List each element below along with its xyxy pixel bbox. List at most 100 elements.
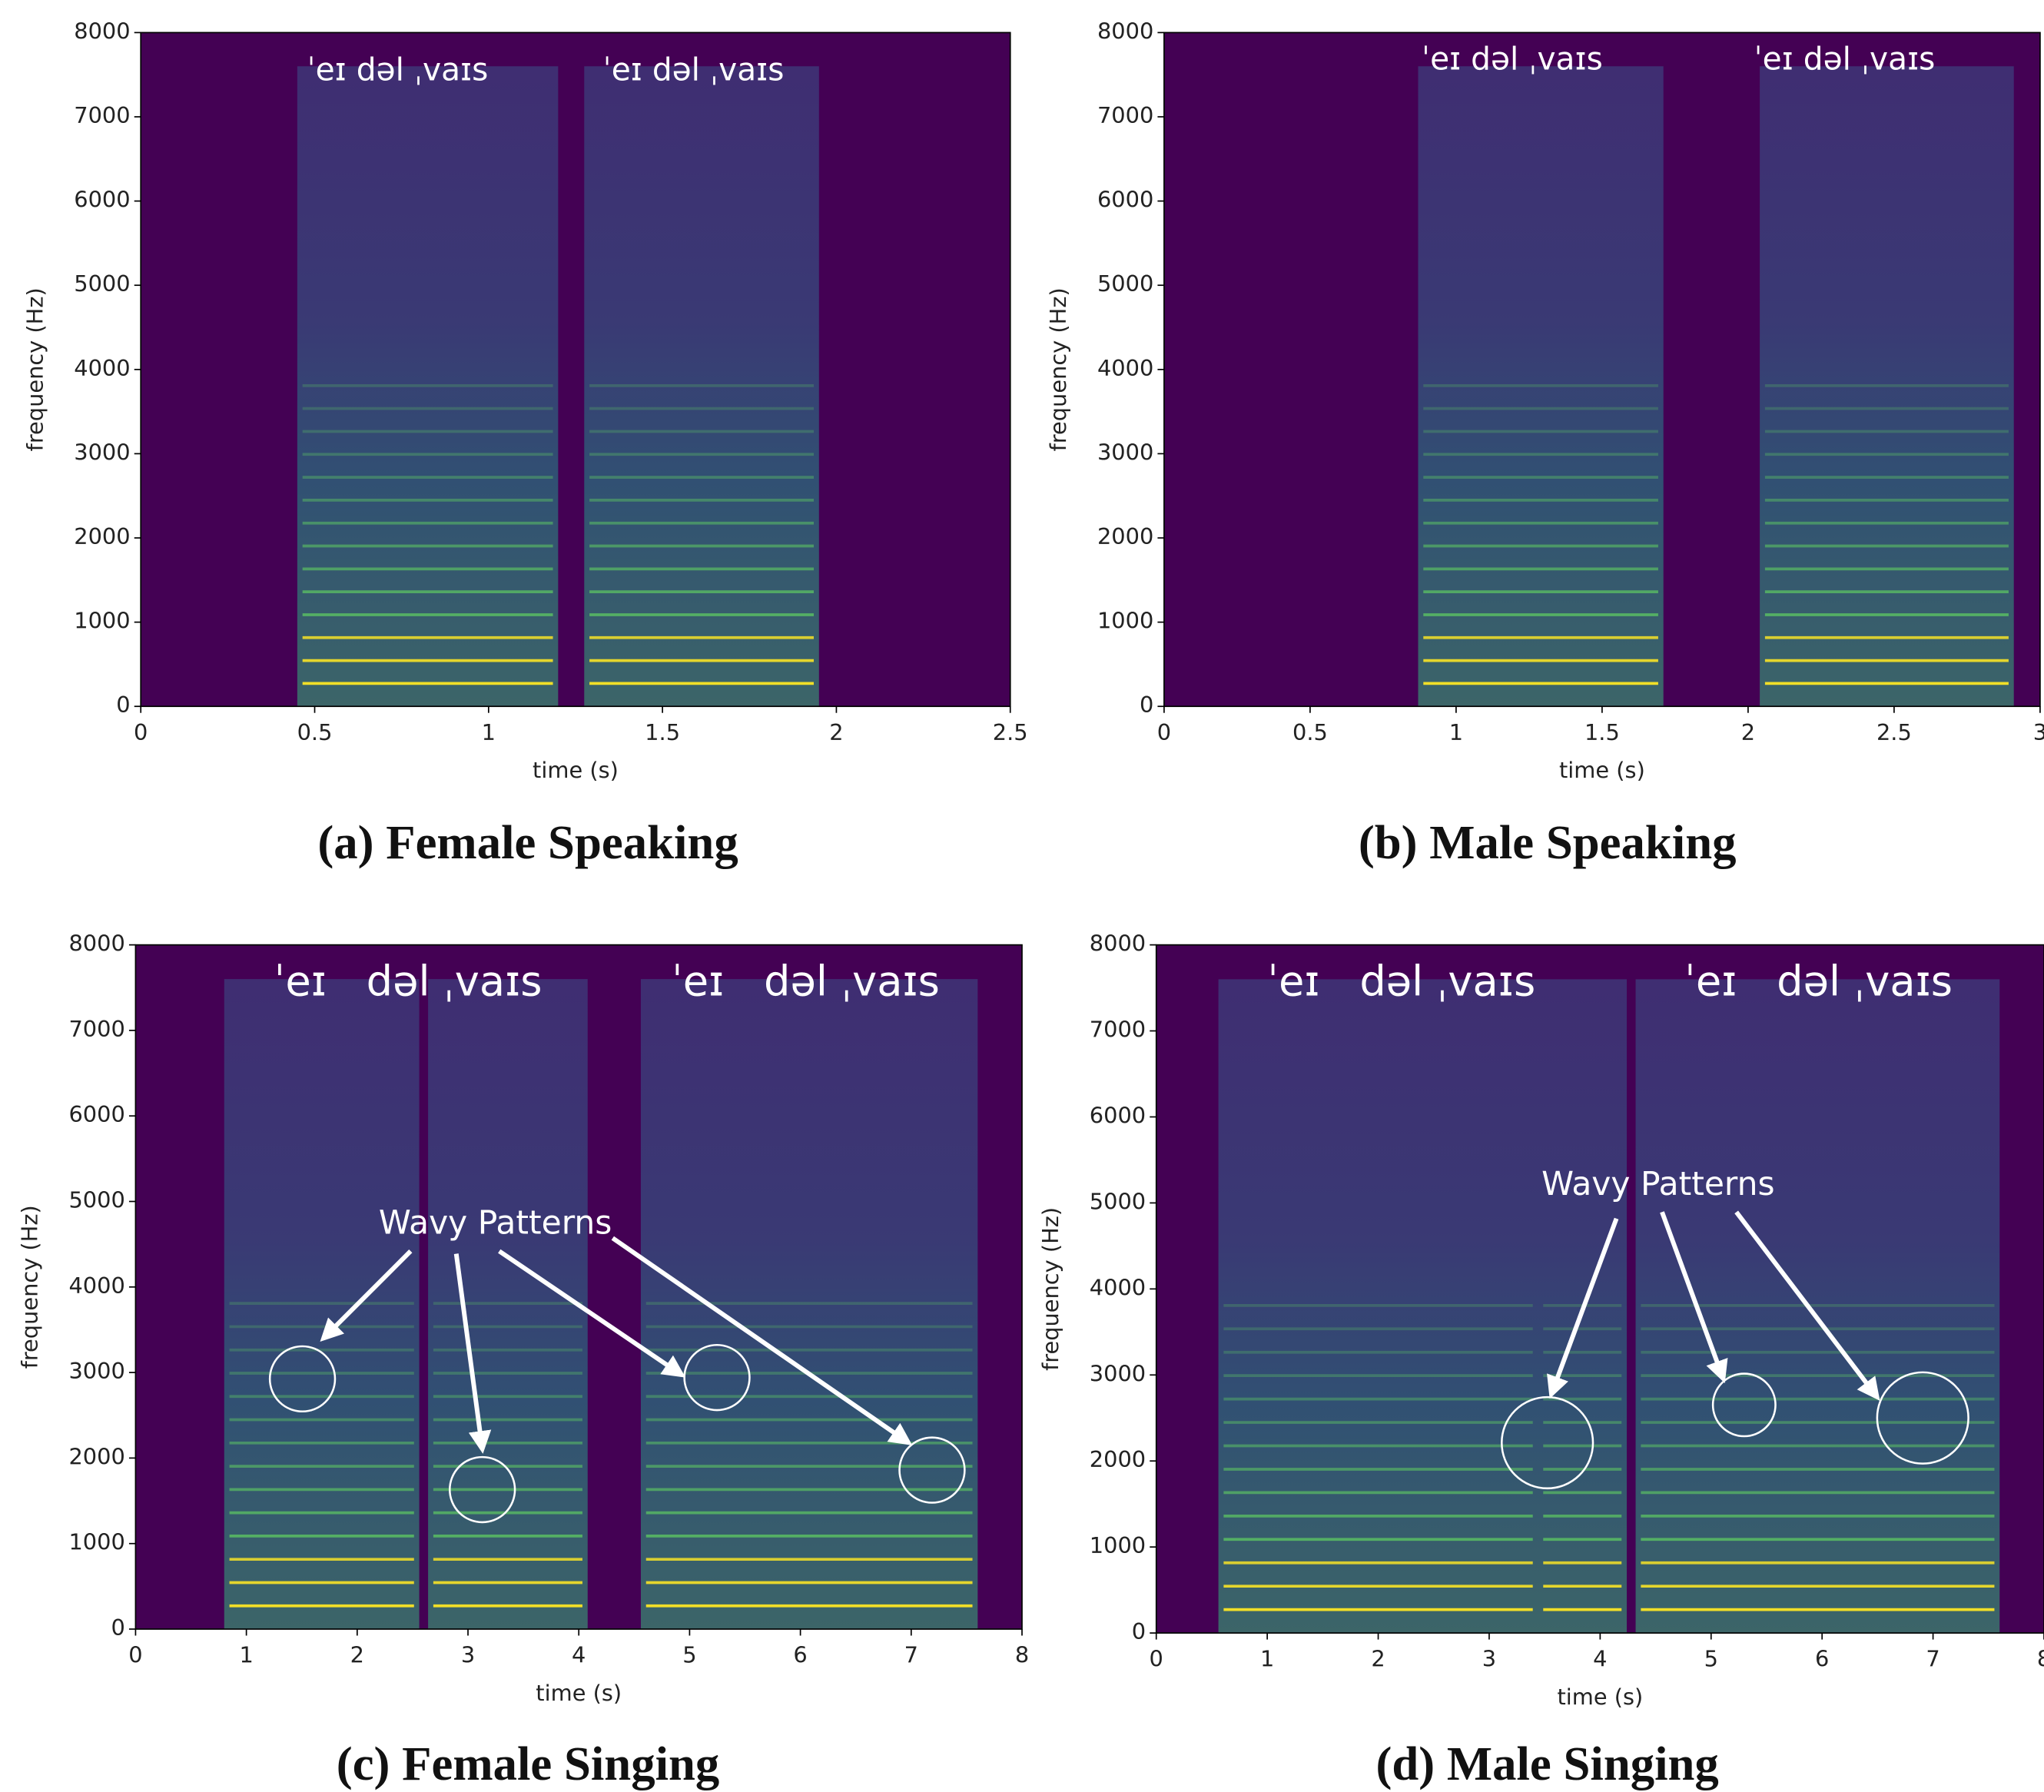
y-tick-label: 0: [116, 692, 130, 718]
y-tick-label: 5000: [74, 270, 130, 297]
panel-caption: (b) Male Speaking: [1359, 815, 1737, 869]
voiced-region: [428, 979, 588, 1629]
x-tick-label: 1: [1449, 719, 1463, 745]
x-tick-label: 2: [829, 719, 843, 745]
y-tick-label: 4000: [68, 1273, 124, 1299]
callout-circle: [683, 1344, 751, 1412]
y-tick-label: 5000: [1097, 270, 1153, 297]
y-tick-label: 1000: [1090, 1532, 1146, 1558]
x-tick-label: 7: [1926, 1646, 1939, 1672]
voiced-region: [584, 66, 819, 707]
x-axis-label: time (s): [533, 757, 619, 783]
phonetic-label: ˈeɪ dəl ˌvaɪs: [1422, 41, 1603, 78]
y-tick-label: 7000: [68, 1016, 124, 1042]
panel: 0 1000 2000 3000 4000 5000 6000 7000 8000 0 1 2 3 4 5 6…: [1037, 931, 2044, 1790]
x-tick-label: 4: [572, 1642, 586, 1668]
voiced-region: [640, 979, 978, 1629]
x-tick-label: 6: [793, 1642, 807, 1668]
x-tick-label: 0: [128, 1642, 142, 1668]
callout-circle: [1876, 1371, 1969, 1465]
x-tick-label: 1: [482, 719, 496, 745]
y-tick-label: 6000: [74, 187, 130, 213]
x-tick-label: 0.5: [1292, 719, 1328, 745]
callout-arrow: [1660, 1211, 1728, 1383]
x-tick-label: 5: [1704, 1646, 1718, 1672]
panel: 0 1000 2000 3000 4000 5000 6000 7000 8000 0 0.5 1 1.…: [22, 18, 1027, 868]
phonetic-label: ˈeɪ dəl ˌvaɪs: [603, 51, 785, 88]
voiced-region: [224, 979, 420, 1629]
y-tick-label: 6000: [1097, 187, 1153, 213]
x-tick-label: 3: [2033, 719, 2044, 745]
panel-caption: (c) Female Singing: [337, 1737, 720, 1790]
y-tick-label: 6000: [1090, 1102, 1146, 1128]
x-tick-label: 1.5: [645, 719, 680, 745]
y-tick-label: 6000: [68, 1101, 124, 1127]
callout-label: Wavy Patterns: [1541, 1165, 1774, 1203]
y-tick-label: 8000: [1090, 931, 1146, 957]
phonetic-label: ˈeɪ dəl ˌvaɪs: [1754, 41, 1935, 78]
y-tick-label: 2000: [1090, 1446, 1146, 1472]
callout-arrow: [1547, 1217, 1619, 1399]
x-tick-label: 0.5: [297, 719, 333, 745]
x-tick-label: 1: [1260, 1646, 1274, 1672]
y-tick-label: 4000: [1090, 1274, 1146, 1300]
x-tick-label: 0: [1150, 1646, 1163, 1672]
callout-circle: [898, 1436, 966, 1504]
phonetic-label: ˈeɪ dəl ˌvaɪs: [1684, 957, 1953, 1006]
y-tick-label: 4000: [74, 355, 130, 381]
x-tick-label: 8: [1015, 1642, 1029, 1668]
y-tick-label: 1000: [68, 1529, 124, 1555]
x-tick-label: 0: [134, 719, 148, 745]
callout-circle: [1711, 1372, 1777, 1438]
y-tick-label: 7000: [74, 102, 130, 128]
x-tick-label: 3: [1482, 1646, 1496, 1672]
y-tick-label: 5000: [68, 1187, 124, 1213]
y-tick-label: 0: [1132, 1618, 1146, 1644]
phonetic-label: ˈeɪ dəl ˌvaɪs: [307, 51, 488, 88]
y-tick-label: 2000: [74, 523, 130, 549]
y-tick-label: 8000: [68, 931, 124, 957]
voiced-region: [1418, 66, 1664, 707]
y-tick-label: 8000: [1097, 18, 1153, 44]
panel: 0 1000 2000 3000 4000 5000 6000 7000 8000 0 0.5 1 1.…: [1045, 18, 2044, 868]
voiced-region: [297, 66, 559, 707]
y-tick-label: 2000: [68, 1443, 124, 1469]
callout-label: Wavy Patterns: [379, 1204, 612, 1242]
y-tick-label: 7000: [1090, 1017, 1146, 1043]
phonetic-label: ˈeɪ dəl ˌvaɪs: [672, 957, 940, 1006]
x-axis-label: time (s): [536, 1680, 622, 1706]
phonetic-label: ˈeɪ dəl ˌvaɪs: [1267, 957, 1535, 1006]
y-tick-label: 0: [1140, 692, 1153, 718]
callout-circle: [268, 1345, 337, 1413]
panel-caption: (d) Male Singing: [1375, 1737, 1718, 1790]
y-axis-label: frequency (Hz): [22, 287, 48, 451]
x-axis-label: time (s): [1557, 1684, 1643, 1710]
x-tick-label: 2: [1741, 719, 1755, 745]
x-tick-label: 2: [350, 1642, 364, 1668]
spectrogram-background: [141, 32, 1010, 707]
y-tick-label: 1000: [74, 608, 130, 634]
y-tick-label: 8000: [74, 18, 130, 44]
callout-arrow: [453, 1253, 492, 1454]
x-tick-label: 2: [1371, 1646, 1385, 1672]
x-tick-label: 4: [1593, 1646, 1607, 1672]
callout-circle: [1501, 1395, 1594, 1490]
y-axis-label: frequency (Hz): [1037, 1207, 1063, 1371]
x-tick-label: 6: [1815, 1646, 1829, 1672]
y-tick-label: 5000: [1090, 1188, 1146, 1214]
x-tick-label: 5: [682, 1642, 696, 1668]
y-tick-label: 4000: [1097, 355, 1153, 381]
x-tick-label: 7: [904, 1642, 918, 1668]
callout-circle: [448, 1455, 516, 1524]
phonetic-label: ˈeɪ dəl ˌvaɪs: [274, 957, 542, 1006]
callout-arrow: [611, 1236, 913, 1445]
y-tick-label: 0: [111, 1614, 125, 1641]
voiced-region: [1218, 979, 1538, 1634]
panel: 0 1000 2000 3000 4000 5000 6000 7000 8000 0 1 2 3 4 5 6…: [17, 931, 1029, 1790]
voiced-region: [1760, 66, 2014, 707]
y-tick-label: 7000: [1097, 102, 1153, 128]
x-tick-label: 2.5: [1876, 719, 1912, 745]
x-tick-label: 2.5: [993, 719, 1028, 745]
